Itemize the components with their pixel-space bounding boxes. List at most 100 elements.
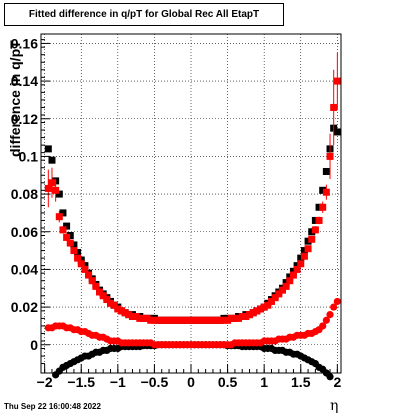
data-point xyxy=(293,265,301,273)
data-point xyxy=(139,314,147,322)
data-point xyxy=(172,316,180,324)
data-point xyxy=(242,313,250,320)
x-tick-label: −2 xyxy=(37,374,53,390)
data-point xyxy=(48,179,56,187)
series-group xyxy=(44,52,341,324)
data-point xyxy=(278,286,286,294)
y-tick-label: 0.12 xyxy=(11,111,38,127)
title-box: Fitted difference in q/pT for Global Rec… xyxy=(4,3,284,26)
data-point xyxy=(70,241,78,249)
y-axis-label: difference in q/pT xyxy=(7,40,23,157)
data-point xyxy=(52,186,60,194)
data-point xyxy=(300,247,308,255)
data-point xyxy=(55,213,63,221)
data-point xyxy=(143,314,151,322)
data-point xyxy=(282,282,290,290)
data-point xyxy=(55,190,63,198)
data-point xyxy=(311,216,319,224)
data-point xyxy=(311,226,319,234)
data-point xyxy=(326,373,334,381)
y-tick-label: 0.04 xyxy=(11,261,38,277)
data-point xyxy=(63,222,71,230)
y-tick-label: 0.06 xyxy=(11,224,38,240)
data-point xyxy=(271,294,279,302)
data-point xyxy=(264,301,272,309)
tick-layer: −2 −1.5 −1 −0.5 0 0.5 1 1.5 2 0 0.02 0.04 0.06 0.08 0.… xyxy=(11,35,342,390)
data-point xyxy=(289,267,297,275)
data-point xyxy=(322,167,330,175)
data-point xyxy=(183,316,191,324)
data-point xyxy=(63,233,71,241)
data-point xyxy=(205,316,213,324)
data-point xyxy=(194,316,202,324)
x-tick-label: 0.5 xyxy=(218,374,238,390)
x-tick-label: 1 xyxy=(260,374,268,390)
data-point xyxy=(319,203,327,211)
data-point xyxy=(165,316,173,324)
data-point xyxy=(319,322,327,330)
y-tick-label: 0.1 xyxy=(19,148,39,164)
data-point xyxy=(147,316,155,324)
data-point xyxy=(77,256,85,264)
data-point xyxy=(161,316,169,324)
data-point xyxy=(267,297,275,305)
data-point xyxy=(216,316,224,324)
footer-date: Thu Sep 22 16:00:48 2022 xyxy=(4,402,101,411)
data-point xyxy=(180,316,188,324)
y-tick-label: 0.16 xyxy=(11,35,38,51)
data-point xyxy=(136,314,144,322)
data-point xyxy=(44,184,52,192)
data-point xyxy=(297,254,305,262)
data-point xyxy=(81,265,89,273)
x-tick-label: −1 xyxy=(110,374,126,390)
data-point xyxy=(289,271,297,279)
data-point xyxy=(74,254,82,262)
data-point xyxy=(249,309,257,317)
data-point xyxy=(110,301,118,309)
data-point xyxy=(88,277,96,285)
data-point xyxy=(330,303,338,311)
data-point xyxy=(74,248,82,256)
data-point xyxy=(322,316,330,324)
data-point xyxy=(260,303,268,311)
data-point xyxy=(257,305,265,313)
data-point xyxy=(213,316,221,324)
data-point xyxy=(333,297,341,306)
data-point xyxy=(191,316,199,324)
data-point xyxy=(103,296,111,304)
data-point xyxy=(85,271,93,279)
x-tick-label: −1.5 xyxy=(67,374,95,390)
data-point xyxy=(132,313,140,320)
data-point xyxy=(322,188,330,196)
data-point xyxy=(158,316,166,324)
data-point xyxy=(308,228,316,236)
data-point xyxy=(176,316,184,324)
x-axis-label: η xyxy=(330,398,339,414)
data-point xyxy=(319,186,327,194)
data-point xyxy=(333,77,341,85)
data-point xyxy=(117,307,125,315)
data-point xyxy=(114,305,122,313)
data-point xyxy=(304,245,312,253)
data-point xyxy=(308,235,316,243)
data-point xyxy=(169,316,177,324)
chart-title: Fitted difference in q/pT for Global Rec… xyxy=(28,9,260,20)
data-point xyxy=(59,226,67,234)
data-point xyxy=(198,316,206,324)
data-point xyxy=(300,252,308,260)
data-point xyxy=(275,290,283,298)
y-tick-label: 0.02 xyxy=(11,299,38,315)
data-point xyxy=(125,311,133,319)
data-point xyxy=(326,152,334,160)
data-point xyxy=(96,288,104,296)
data-point xyxy=(227,314,235,322)
data-point xyxy=(187,316,195,324)
data-point xyxy=(150,316,158,324)
data-point xyxy=(66,232,74,240)
data-point xyxy=(304,237,312,245)
data-point xyxy=(282,279,290,287)
data-point xyxy=(333,128,341,136)
x-tick-label: −0.5 xyxy=(141,374,169,390)
series-group xyxy=(44,124,341,324)
